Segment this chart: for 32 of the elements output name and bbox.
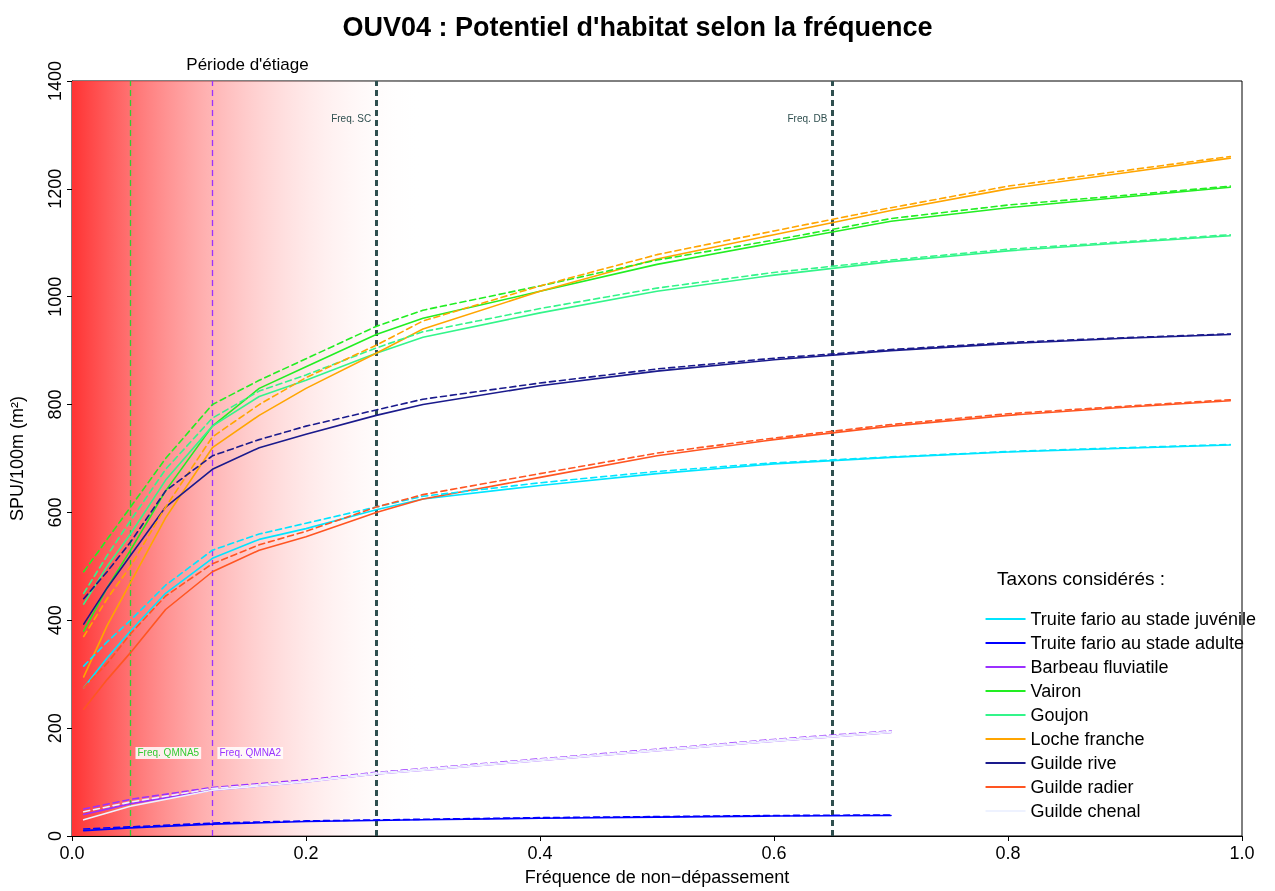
legend-label: Truite fario au stade juvénile (1030, 609, 1257, 629)
x-tick-label: 0.2 (293, 843, 319, 863)
band-label: Période d'étiage (186, 55, 309, 74)
y-tick-label: 600 (45, 497, 65, 528)
x-tick-label: 0.6 (761, 843, 787, 863)
ref-line-label: Freq. QMNA2 (219, 747, 282, 759)
y-axis-title: SPU/100m (m²) (7, 395, 27, 522)
y-tick-label: 0 (45, 830, 65, 842)
x-tick-label: 1.0 (1229, 843, 1255, 863)
y-tick-label: 400 (45, 605, 65, 636)
legend-title: Taxons considérés : (997, 568, 1165, 589)
y-tick-label: 1000 (45, 276, 65, 317)
legend-label: Vairon (1030, 681, 1082, 701)
y-tick-label: 1200 (45, 168, 65, 209)
legend-label: Guilde chenal (1030, 801, 1141, 821)
ref-line-label: Freq. DB (787, 113, 828, 125)
x-tick-label: 0.8 (995, 843, 1021, 863)
ref-line-label: Freq. SC (331, 113, 372, 125)
x-tick-label: 0.4 (527, 843, 553, 863)
legend-label: Guilde radier (1030, 777, 1134, 797)
legend-label: Truite fario au stade adulte (1030, 633, 1245, 653)
x-axis-title: Fréquence de non−dépassement (524, 867, 790, 887)
y-tick-label: 800 (45, 389, 65, 420)
x-tick-label: 0.0 (59, 843, 85, 863)
legend-label: Loche franche (1030, 729, 1145, 749)
y-tick-label: 1400 (45, 60, 65, 102)
legend-label: Barbeau fluviatile (1030, 657, 1169, 677)
ref-line-label: Freq. QMNA5 (137, 747, 200, 759)
chart-title: OUV04 : Potentiel d'habitat selon la fréquence (342, 11, 933, 42)
legend-label: Guilde rive (1030, 753, 1117, 773)
legend-label: Goujon (1030, 705, 1089, 725)
y-tick-label: 200 (45, 713, 65, 744)
